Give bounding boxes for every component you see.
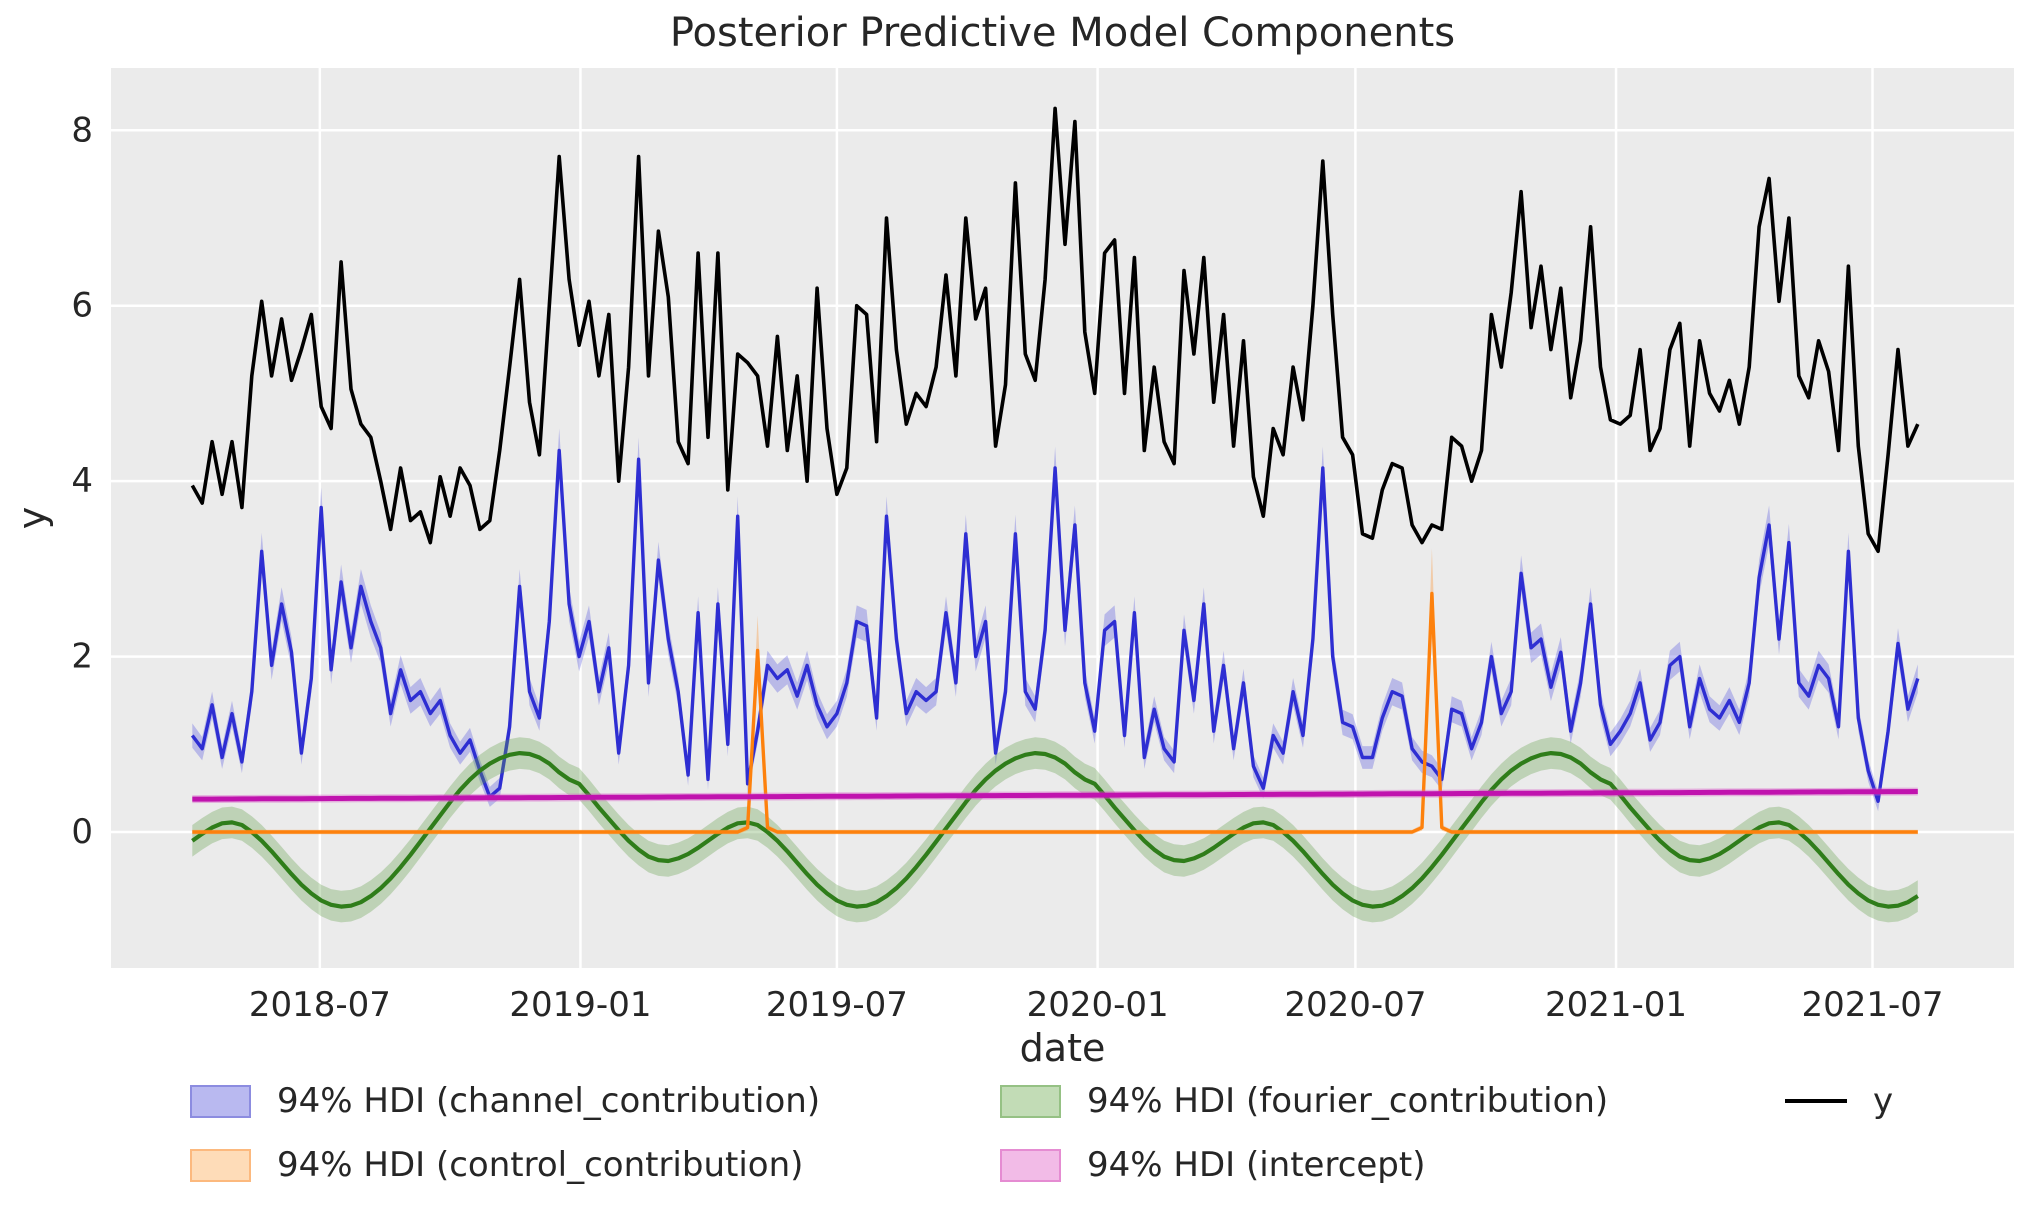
x-tick-label: 2018-07 [249, 985, 391, 1025]
legend-item: 94% HDI (intercept) [1000, 1144, 1608, 1186]
legend-label: 94% HDI (intercept) [1087, 1145, 1426, 1185]
legend-item: 94% HDI (fourier_contribution) [1000, 1080, 1608, 1122]
x-tick-label: 2021-07 [1801, 985, 1943, 1025]
legend-label: 94% HDI (fourier_contribution) [1087, 1081, 1609, 1121]
chart-title: Posterior Predictive Model Components [669, 10, 1456, 56]
legend-patch-swatch [190, 1148, 251, 1182]
legend-patch-swatch [1000, 1084, 1061, 1118]
legend-column: 94% HDI (fourier_contribution) 94% HDI (i… [1000, 1080, 1608, 1186]
x-tick-label: 2020-01 [1027, 985, 1169, 1025]
legend-column: 94% HDI (channel_contribution) 94% HDI (c… [190, 1080, 820, 1186]
control-contribution-line [192, 591, 1918, 834]
legend-item: y [1785, 1080, 1893, 1122]
legend-patch-swatch [190, 1084, 251, 1118]
series-group [190, 106, 1920, 923]
y-tick-label: 4 [71, 461, 93, 501]
y-tick-label: 0 [71, 812, 93, 852]
x-axis-label: date [1019, 1026, 1106, 1070]
x-tick-label: 2021-01 [1545, 985, 1687, 1025]
legend-column: y [1785, 1080, 1893, 1122]
x-tick-label: 2019-01 [509, 985, 651, 1025]
legend-label: 94% HDI (control_contribution) [277, 1145, 804, 1185]
legend-item: 94% HDI (control_contribution) [190, 1144, 820, 1186]
legend-line-swatch [1785, 1099, 1847, 1103]
fourier-contribution-hdi-band [192, 737, 1918, 923]
legend: 94% HDI (channel_contribution) 94% HDI (c… [0, 1080, 2023, 1223]
y-observed-line [190, 106, 1920, 554]
y-tick-label: 2 [71, 637, 93, 677]
fourier-contribution-line [191, 751, 1919, 909]
legend-patch-swatch [1000, 1148, 1061, 1182]
y-tick-label: 8 [71, 110, 93, 150]
legend-item: 94% HDI (channel_contribution) [190, 1080, 820, 1122]
x-tick-label: 2019-07 [766, 985, 908, 1025]
legend-label: 94% HDI (channel_contribution) [277, 1081, 821, 1121]
y-axis-label: y [10, 506, 54, 530]
legend-label: y [1873, 1081, 1894, 1121]
intercept-line [192, 789, 1918, 802]
x-tick-label: 2020-07 [1284, 985, 1426, 1025]
y-tick-label: 6 [71, 286, 93, 326]
